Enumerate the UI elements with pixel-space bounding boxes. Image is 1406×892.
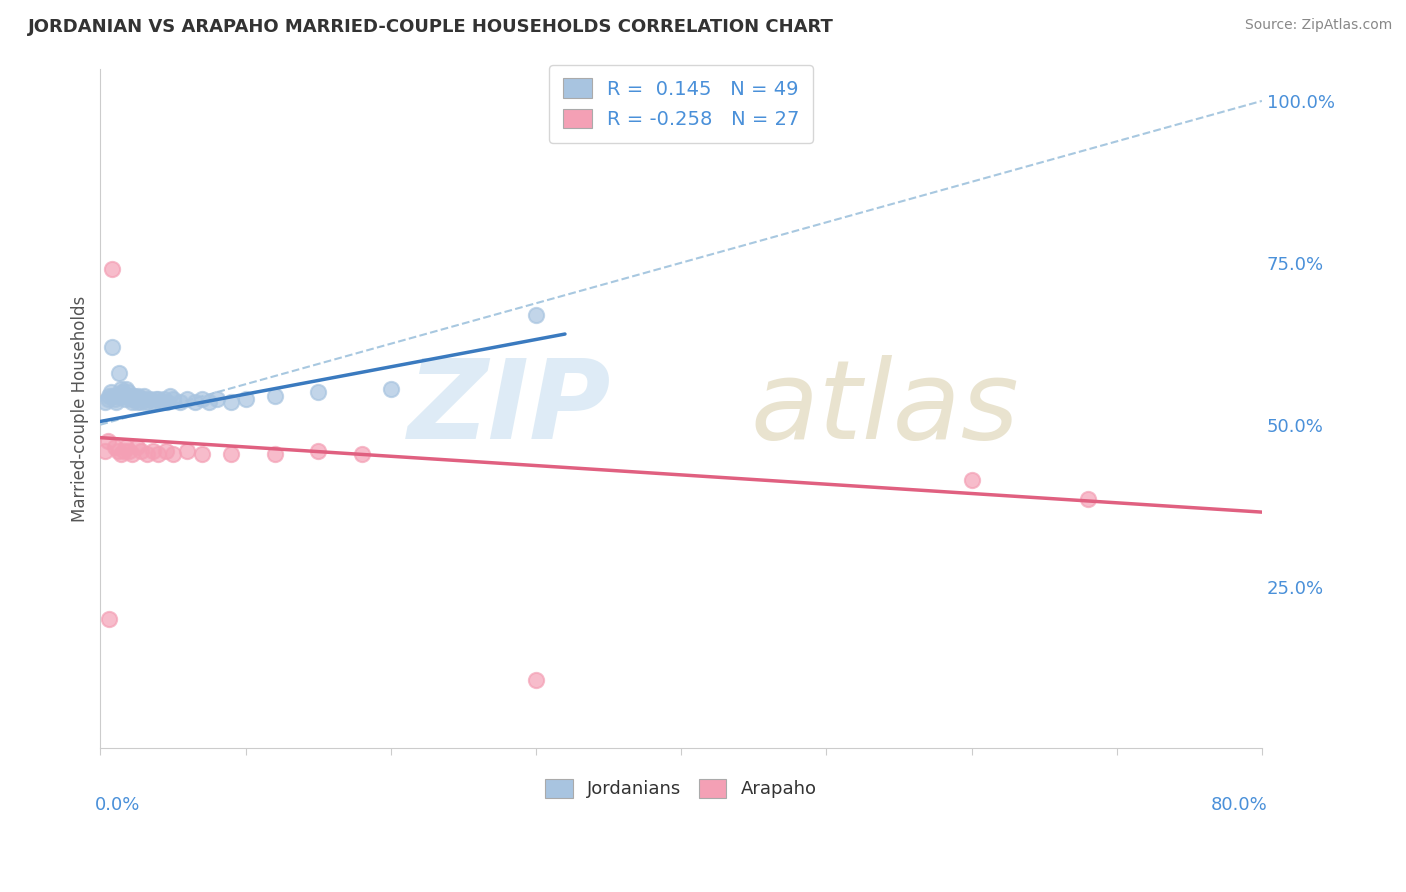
Point (93, 395, 115, 409)
Text: Source: ZipAtlas.com: Source: ZipAtlas.com (1244, 18, 1392, 32)
Point (263, 447, 285, 461)
Point (159, 388, 181, 402)
Text: 0.0%: 0.0% (94, 796, 141, 814)
Point (176, 392, 198, 406)
Point (93, 443, 115, 458)
Point (148, 447, 170, 461)
Point (100, 385, 122, 400)
Text: JORDANIAN VS ARAPAHO MARRIED-COUPLE HOUSEHOLDS CORRELATION CHART: JORDANIAN VS ARAPAHO MARRIED-COUPLE HOUS… (28, 18, 834, 36)
Point (235, 392, 257, 406)
Point (118, 388, 141, 402)
Point (112, 443, 135, 458)
Point (121, 395, 143, 409)
Point (155, 443, 177, 458)
Point (129, 395, 152, 409)
Point (191, 392, 214, 406)
Point (98, 612, 121, 626)
Text: 80.0%: 80.0% (1211, 796, 1268, 814)
Point (162, 392, 184, 406)
Point (380, 382, 402, 396)
Point (125, 441, 148, 455)
Point (105, 395, 128, 409)
Point (97, 392, 120, 406)
Text: ZIP: ZIP (408, 355, 612, 462)
Point (120, 392, 142, 406)
Point (307, 443, 329, 458)
Point (176, 443, 198, 458)
Point (110, 447, 132, 461)
Point (104, 441, 127, 455)
Point (138, 392, 160, 406)
Y-axis label: Married-couple Households: Married-couple Households (72, 295, 89, 522)
Point (148, 392, 170, 406)
Point (118, 443, 141, 458)
Point (169, 395, 191, 409)
Point (135, 395, 157, 409)
Point (307, 385, 329, 400)
Point (142, 443, 165, 458)
Point (98, 388, 121, 402)
Point (112, 388, 135, 402)
Point (960, 473, 983, 487)
Point (125, 395, 148, 409)
Point (115, 441, 138, 455)
Point (107, 388, 129, 402)
Point (198, 395, 221, 409)
Point (121, 447, 143, 461)
Point (111, 385, 134, 400)
Point (142, 395, 165, 409)
Point (101, 340, 124, 354)
Point (183, 395, 205, 409)
Point (124, 392, 146, 406)
Point (110, 382, 132, 396)
Point (156, 395, 179, 409)
Point (128, 392, 150, 406)
Point (103, 388, 125, 402)
Point (350, 447, 373, 461)
Point (1077, 492, 1099, 507)
Point (219, 395, 242, 409)
Point (117, 385, 139, 400)
Point (115, 382, 138, 396)
Text: atlas: atlas (751, 355, 1019, 462)
Point (135, 447, 157, 461)
Point (122, 388, 145, 402)
Point (97, 434, 120, 448)
Point (153, 392, 176, 406)
Point (107, 443, 129, 458)
Point (134, 392, 156, 406)
Point (191, 447, 214, 461)
Point (132, 388, 155, 402)
Point (162, 447, 184, 461)
Point (205, 392, 228, 406)
Point (219, 447, 242, 461)
Legend: Jordanians, Arapaho: Jordanians, Arapaho (537, 770, 825, 807)
Point (129, 443, 152, 458)
Point (127, 388, 149, 402)
Point (108, 366, 131, 380)
Point (114, 392, 136, 406)
Point (145, 392, 167, 406)
Point (101, 262, 124, 277)
Point (104, 392, 127, 406)
Point (150, 395, 173, 409)
Point (524, 673, 547, 688)
Point (263, 388, 285, 402)
Point (524, 308, 547, 322)
